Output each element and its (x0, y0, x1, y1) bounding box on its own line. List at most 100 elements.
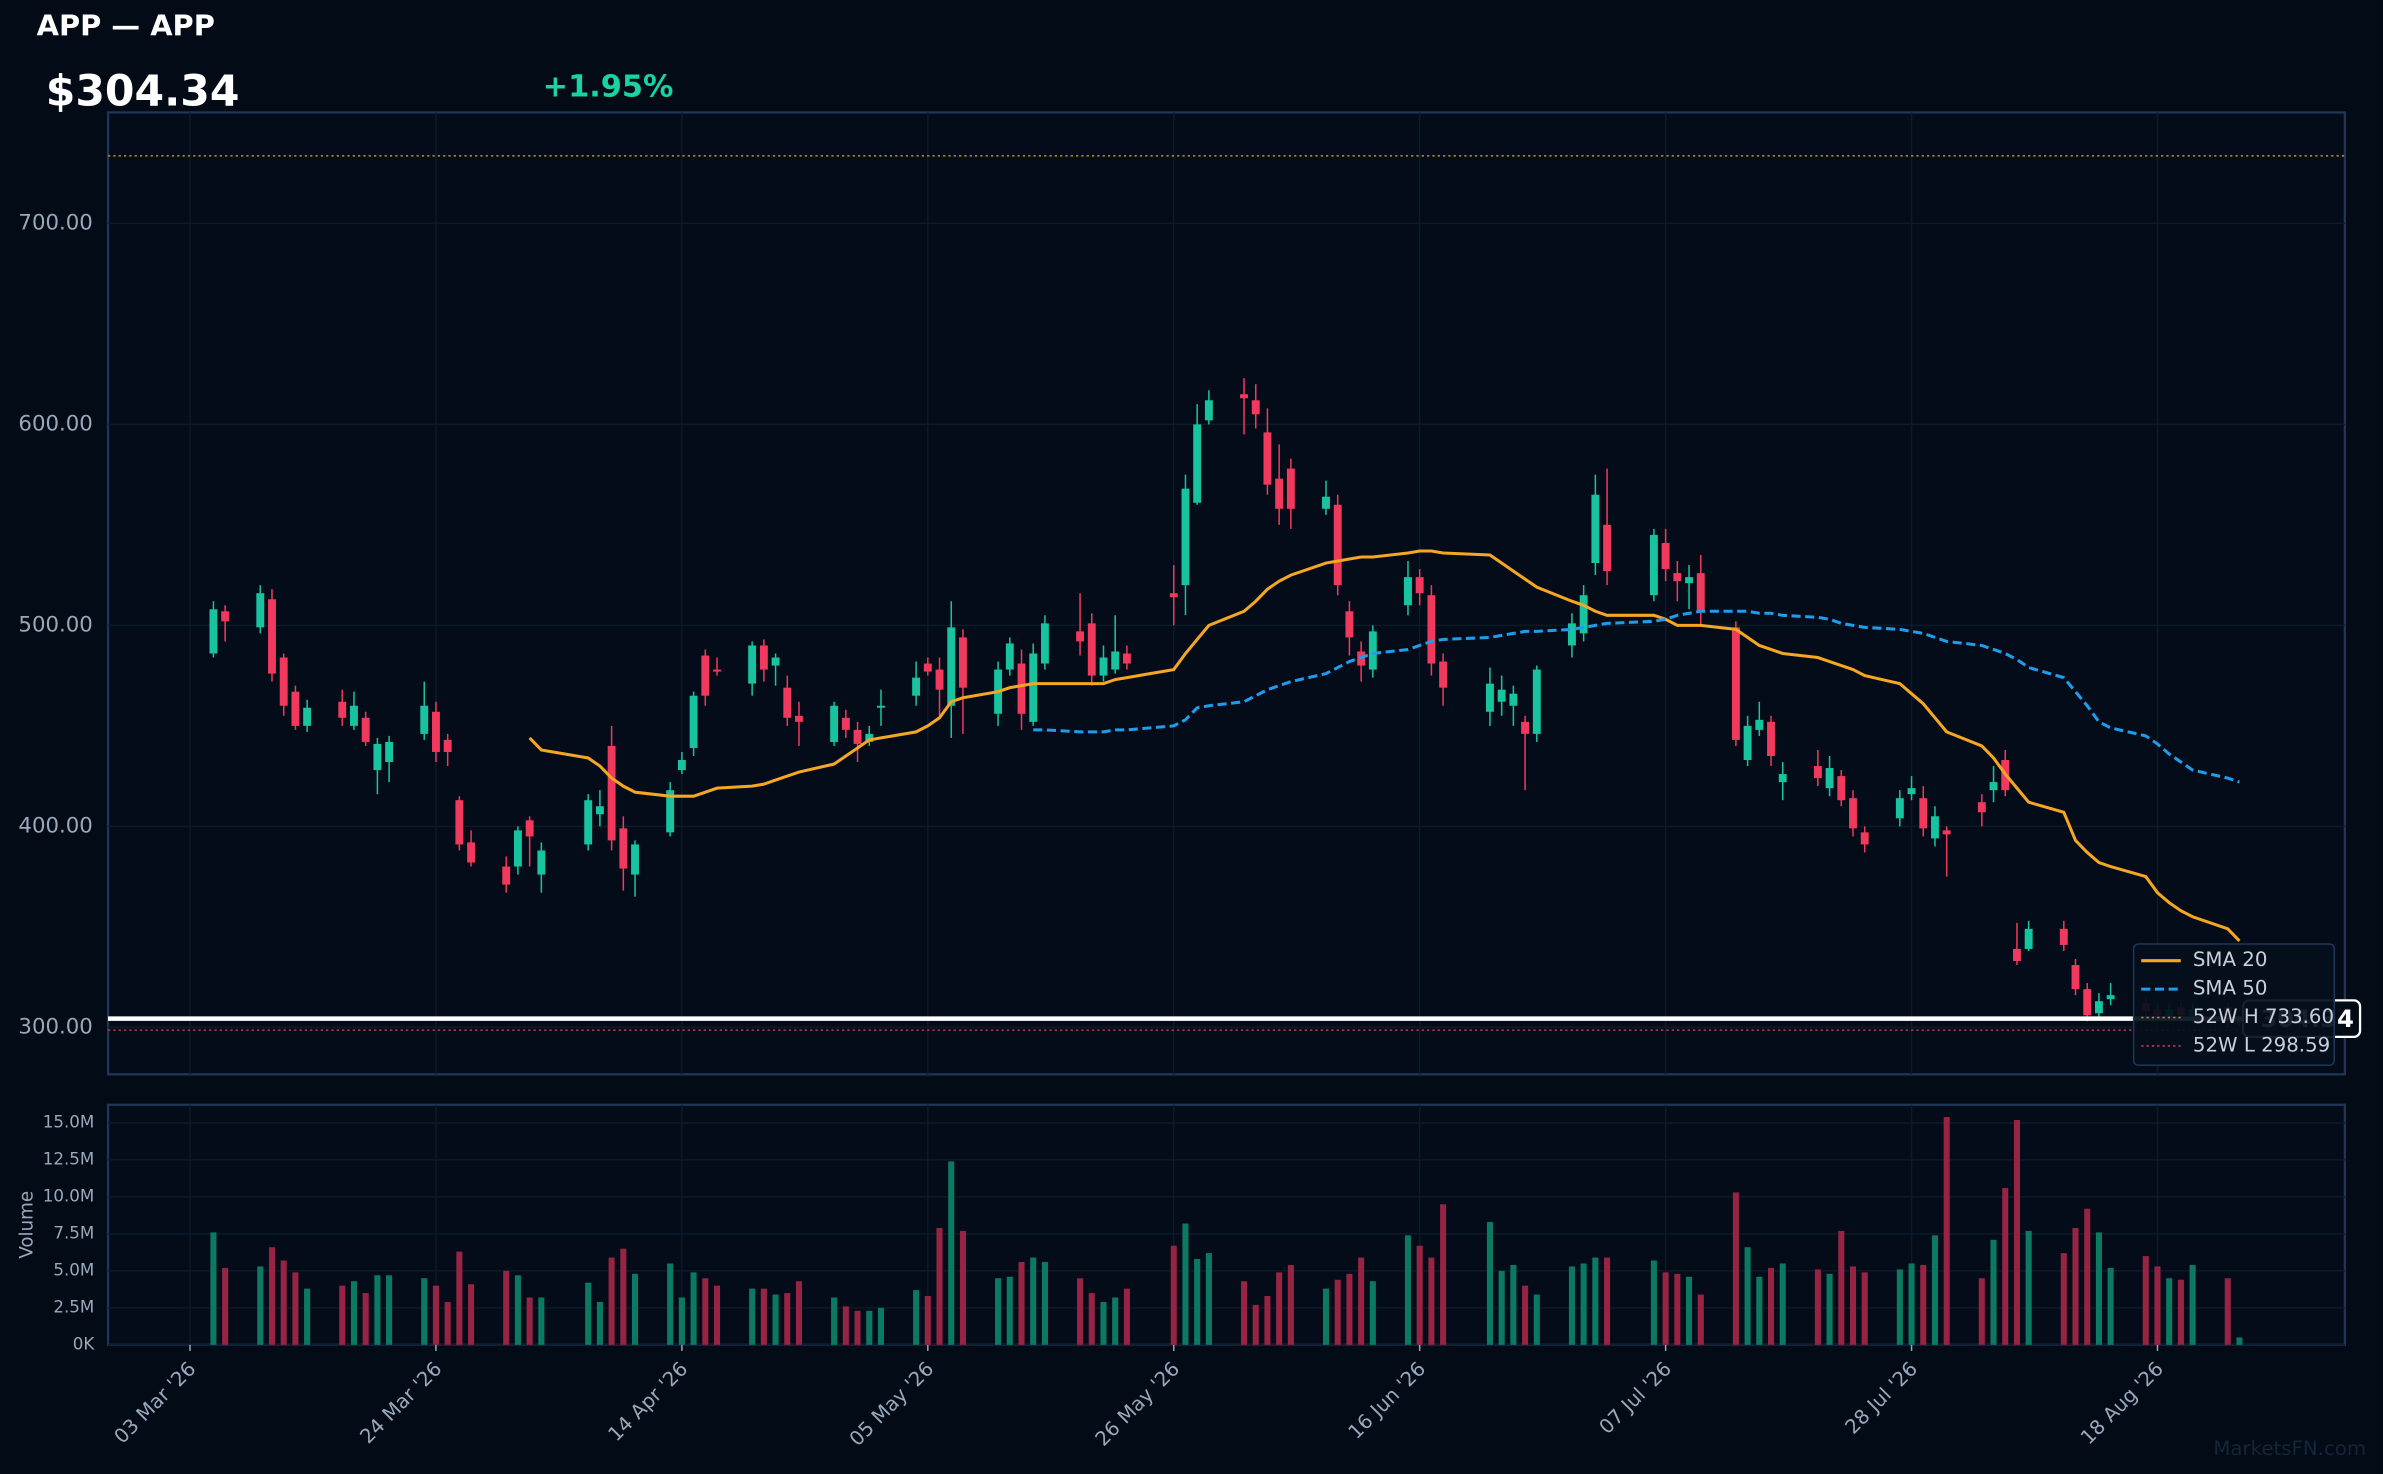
volume-bar (432, 1285, 439, 1345)
volume-bar (913, 1290, 920, 1345)
volume-bar (2084, 1208, 2091, 1345)
candle-body (713, 669, 721, 672)
volume-bar (222, 1267, 229, 1345)
watermark: MarketsFN.com (2213, 1437, 2366, 1460)
volume-bar (1346, 1273, 1353, 1345)
volume-bar (444, 1301, 451, 1345)
candle-body (1942, 830, 1951, 835)
candle-body (1661, 542, 1670, 570)
volume-bar (1112, 1297, 1119, 1345)
volume-bar (1287, 1264, 1294, 1345)
volume-bar (1030, 1257, 1037, 1345)
volume-bar (596, 1301, 603, 1345)
sma-line (1033, 609, 2240, 784)
volume-bar (339, 1285, 346, 1345)
candle-body (1169, 593, 1178, 598)
volume-bar (503, 1270, 510, 1345)
candle-body (619, 828, 628, 869)
volume-bar (585, 1282, 592, 1345)
candle-body (795, 715, 803, 722)
volume-bar (1041, 1261, 1048, 1345)
candle-body (2106, 995, 2115, 1000)
candle-body (1345, 611, 1354, 638)
volume-panel (106, 1103, 2347, 1346)
candle-body (361, 717, 370, 742)
volume-bar (936, 1227, 943, 1345)
volume-bar (620, 1248, 627, 1345)
candle-body (1919, 798, 1928, 829)
volume-bar (362, 1293, 369, 1345)
candle-body (431, 711, 440, 752)
candle-body (2024, 928, 2033, 949)
volume-bar (2177, 1279, 2184, 1345)
volume-bar (924, 1296, 931, 1345)
candle-body (1895, 798, 1904, 819)
volume-bar (1369, 1281, 1376, 1345)
volume-bar (468, 1284, 475, 1345)
candle-body (1755, 719, 1764, 730)
volume-axis-label: Volume (16, 1191, 37, 1259)
candle-body (1076, 631, 1085, 642)
volume-bar (386, 1275, 393, 1345)
candle-body (607, 745, 616, 841)
candle-body (631, 844, 639, 875)
volume-bar (1240, 1281, 1248, 1345)
candle-body (1521, 721, 1530, 734)
volume-bar (1358, 1257, 1365, 1345)
volume-bar (2060, 1253, 2067, 1345)
volume-bar (1662, 1272, 1669, 1345)
candle-body (783, 687, 792, 718)
candle-body (1767, 721, 1775, 756)
legend-label: 52W H 733.60 (2193, 1005, 2334, 1028)
candle-body (221, 611, 230, 622)
volume-bar (1264, 1296, 1271, 1345)
candle-body (666, 790, 675, 833)
volume-bar (1170, 1245, 1177, 1345)
volume-bar (1334, 1279, 1341, 1345)
volume-bar (1943, 1117, 1950, 1345)
volume-bar (210, 1232, 217, 1345)
chart-title: APP — APP (37, 8, 215, 42)
candle-body (1603, 524, 1612, 572)
candle-body (2059, 928, 2068, 945)
volume-bar (702, 1278, 709, 1345)
candle-body (1696, 573, 1705, 612)
candle-body (1122, 653, 1131, 664)
volume-bar (1931, 1235, 1939, 1345)
volume-bar (1486, 1222, 1493, 1345)
volume-bar (1604, 1257, 1611, 1345)
legend-label: SMA 50 (2193, 977, 2268, 1000)
volume-bar (2189, 1264, 2196, 1345)
candle-body (923, 663, 932, 672)
volume-bar (1252, 1304, 1259, 1345)
volume-bar (2095, 1232, 2102, 1345)
volume-bar (1416, 1245, 1423, 1345)
candle-body (1439, 661, 1448, 688)
volume-bar (1896, 1269, 1903, 1345)
candle-body (1977, 802, 1986, 813)
candle-body (1731, 627, 1740, 740)
volume-bar (2013, 1119, 2020, 1345)
y-tick-label: 600.00 (18, 411, 92, 436)
volume-bar (257, 1266, 264, 1345)
volume-bar (1920, 1264, 1927, 1345)
candle-body (1017, 663, 1026, 714)
volume-bar (2107, 1267, 2114, 1345)
volume-bar (2025, 1230, 2032, 1345)
candle-body (1333, 504, 1342, 586)
candle-body (537, 850, 546, 875)
volume-bar (2002, 1188, 2009, 1345)
candle-body (1591, 494, 1600, 564)
volume-bar (1205, 1253, 1212, 1345)
legend-label: 52W L 298.59 (2193, 1033, 2330, 1056)
volume-bar (1510, 1264, 1517, 1345)
candle-body (759, 645, 768, 670)
volume-bar (948, 1161, 955, 1345)
candle-body (373, 743, 382, 771)
candle-body (748, 645, 757, 684)
candle-body (841, 717, 850, 730)
candle-body (1193, 424, 1202, 503)
volume-bar (959, 1230, 966, 1345)
volume-bar (631, 1273, 639, 1345)
